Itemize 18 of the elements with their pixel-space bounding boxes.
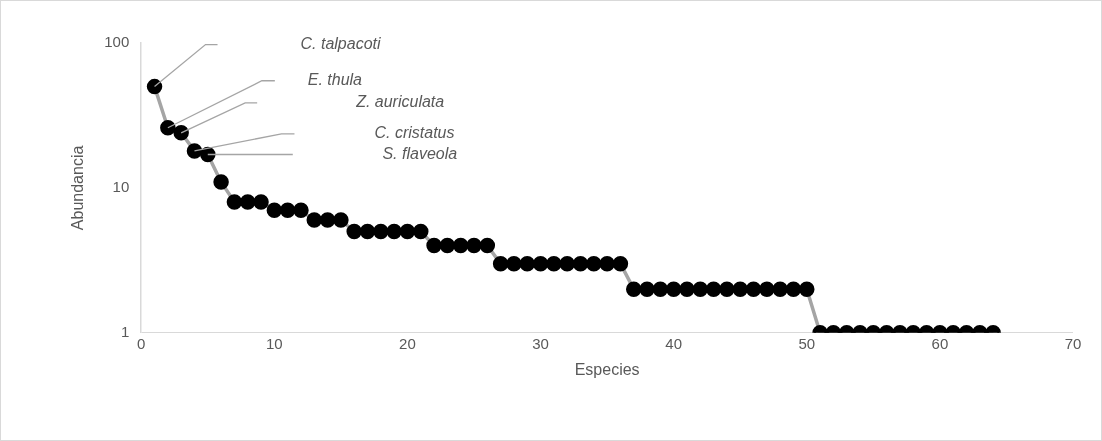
y-tick-label: 1	[120, 322, 130, 340]
y-tick-label: 100	[104, 33, 130, 51]
x-tick-label: 60	[931, 334, 949, 352]
x-tick-label: 70	[1064, 334, 1082, 352]
x-tick-label: 10	[265, 334, 283, 352]
annotation: C. cristatus	[374, 124, 455, 142]
x-tick-label: 30	[532, 334, 549, 352]
x-tick-label: 40	[665, 334, 683, 352]
y-axis-title: Abundancia	[69, 145, 87, 231]
annotation: C. talpacoti	[300, 35, 381, 53]
x-axis-title: Especies	[574, 360, 640, 378]
x-tick-label: 20	[399, 334, 416, 352]
annotation: E. thula	[307, 71, 363, 89]
y-tick-label: 10	[112, 178, 130, 196]
annotation: S. flaveola	[382, 144, 458, 162]
annotation: Z. auriculata	[355, 93, 445, 111]
x-tick-label: 50	[798, 334, 816, 352]
x-tick-label: 0	[137, 334, 146, 352]
